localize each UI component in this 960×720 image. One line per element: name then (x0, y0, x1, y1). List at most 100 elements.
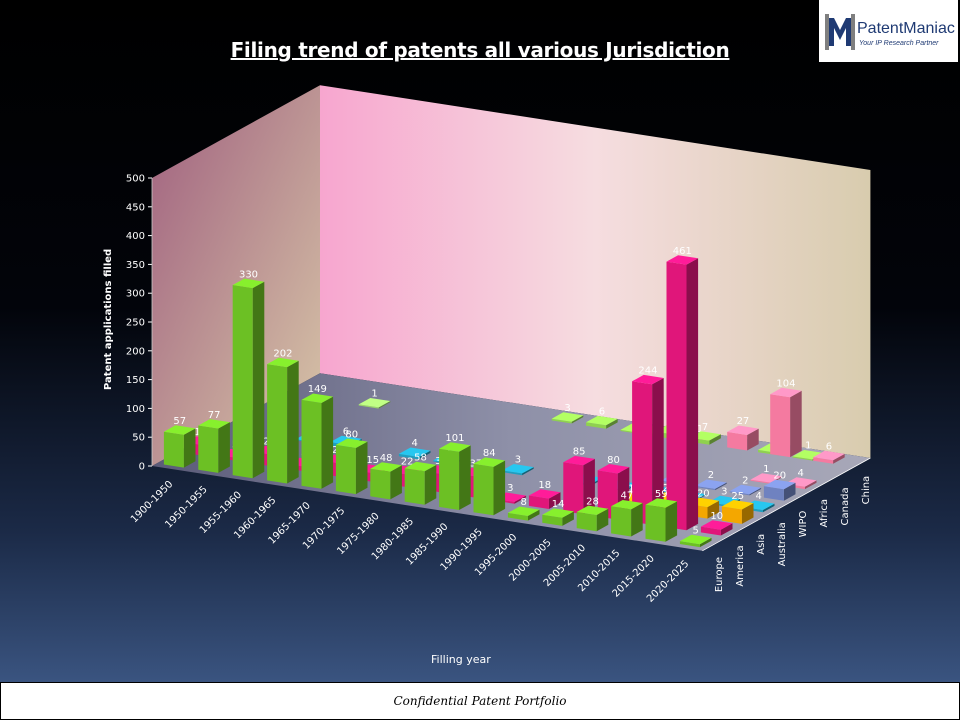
bar-front (405, 468, 425, 505)
footer-bar: Confidential Patent Portfolio (0, 682, 960, 720)
data-label: 48 (380, 453, 393, 464)
bar: 461 (667, 246, 699, 530)
bar-front (770, 394, 790, 457)
bar-side (184, 428, 196, 467)
data-label: 4 (756, 491, 762, 502)
data-label: 4 (798, 468, 804, 479)
data-label: 1 (805, 441, 811, 452)
data-label: 1 (763, 464, 769, 475)
chart-3d-bar: 050100150200250300350400450500 362481727… (0, 0, 960, 682)
y-tick-label: 350 (126, 260, 145, 271)
data-label: 80 (345, 429, 358, 440)
data-label: 104 (776, 379, 795, 390)
data-label: 85 (573, 447, 586, 458)
y-tick-label: 500 (126, 174, 145, 185)
y-axis-title: Patent applications filled (103, 249, 114, 390)
bar-side (253, 282, 265, 479)
bar-side (687, 258, 699, 530)
data-label: 4 (412, 438, 418, 449)
y-tick-label: 0 (139, 462, 145, 473)
data-label: 101 (445, 433, 464, 444)
bar: 202 (267, 348, 299, 483)
footer-text: Confidential Patent Portfolio (1, 694, 959, 708)
data-label: 47 (621, 491, 634, 502)
data-label: 14 (552, 499, 565, 510)
data-label: 2 (708, 470, 714, 481)
depth-tick-label: Australia (777, 522, 788, 566)
data-label: 25 (731, 491, 744, 502)
data-label: 3 (721, 487, 727, 498)
data-label: 58 (414, 453, 427, 464)
data-label: 6 (826, 442, 832, 453)
depth-tick-label: Canada (840, 487, 851, 525)
y-tick-label: 250 (126, 318, 145, 329)
bar-front (727, 432, 747, 451)
y-tick-label: 400 (126, 231, 145, 242)
data-label: 6 (599, 407, 605, 418)
data-label: 10 (710, 511, 723, 522)
x-axis-title: Filling year (431, 653, 491, 666)
data-label: 3 (515, 455, 521, 466)
bar-front (646, 505, 666, 542)
y-tick-label: 50 (132, 433, 145, 444)
data-label: 18 (538, 480, 551, 491)
y-tick-label: 450 (126, 202, 145, 213)
data-label: 57 (173, 416, 186, 427)
data-label: 3 (507, 483, 513, 494)
bar-side (425, 465, 437, 505)
bar-front (439, 449, 459, 510)
bar-front (336, 445, 356, 494)
y-tick-label: 100 (126, 404, 145, 415)
data-label: 20 (697, 488, 710, 499)
bar-front (611, 506, 631, 536)
bar-front (474, 464, 494, 516)
bar-side (322, 397, 334, 489)
bar-side (218, 422, 230, 473)
data-label: 244 (638, 366, 657, 377)
data-label: 149 (308, 384, 327, 395)
bar-front (577, 512, 597, 531)
bar-side (494, 461, 506, 516)
data-label: 3 (564, 403, 570, 414)
data-label: 2 (742, 475, 748, 486)
bar-front (267, 364, 287, 483)
bar-front (198, 426, 218, 473)
bar: 149 (302, 384, 334, 489)
data-label: 20 (773, 470, 786, 481)
data-label: 1 (371, 389, 377, 400)
data-label: 80 (607, 455, 620, 466)
bar-front (233, 285, 253, 478)
data-label: 202 (273, 348, 292, 359)
depth-tick-label: Asia (756, 534, 767, 555)
data-label: 27 (737, 416, 750, 427)
bar-front (667, 262, 687, 531)
bar: 330 (233, 269, 265, 478)
depth-tick-label: WIPO (798, 510, 809, 537)
depth-tick-label: China (861, 476, 872, 505)
bar-front (370, 469, 390, 500)
bar-front (302, 400, 322, 489)
data-label: 84 (483, 448, 496, 459)
data-label: 77 (208, 410, 221, 421)
bar-side (459, 445, 471, 510)
data-label: 7 (702, 422, 708, 433)
bar-front (563, 462, 583, 514)
bar-side (666, 501, 678, 541)
y-tick-label: 200 (126, 346, 145, 357)
y-tick-label: 150 (126, 375, 145, 386)
bar-side (356, 442, 368, 495)
y-axis: 050100150200250300350400450500 (126, 174, 152, 473)
data-label: 330 (239, 269, 258, 280)
data-label: 28 (586, 496, 599, 507)
depth-tick-label: Africa (819, 499, 830, 528)
depth-tick-label: America (735, 545, 746, 586)
bar-front (164, 432, 184, 468)
data-label: 8 (521, 497, 527, 508)
data-label: 59 (655, 489, 668, 500)
data-label: 5 (693, 525, 699, 536)
data-label: 15 (366, 455, 379, 466)
data-label: 461 (673, 246, 692, 257)
depth-tick-label: Europe (714, 557, 725, 592)
bar-side (790, 391, 802, 457)
bar-side (287, 361, 299, 484)
